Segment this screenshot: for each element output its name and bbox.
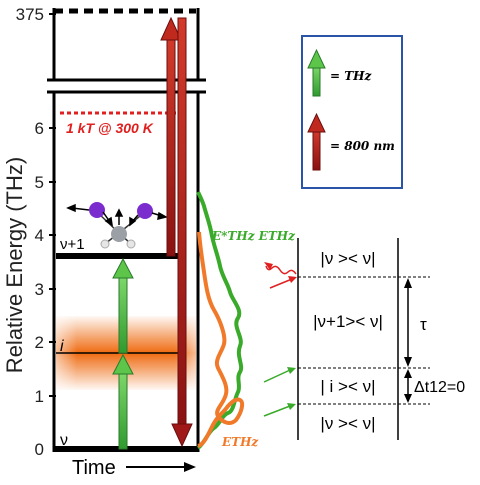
legend-800nm-label: = 800 nm [330,139,395,153]
tau-double-arrow-icon [404,278,412,367]
state-bottom: |ν >< ν| [320,414,375,433]
orange-spectrum-trace [197,231,245,448]
state-i: | i >< ν| [320,377,375,396]
tick-label-3: 3 [35,280,44,299]
time-arrow-icon [126,462,196,472]
legend-thz-label: = THz [330,69,373,83]
tick-label-5: 5 [35,173,44,192]
x-axis-label: Time [72,457,116,479]
legend-box: = THz = 800 nm [301,35,403,189]
spectrum-product-label: E*THz ETHz [211,229,296,243]
dt-double-arrow-icon [404,369,412,403]
emission-wavy-arrow [264,262,297,275]
tick-label-0: 0 [35,440,44,459]
thz-arrow-lower [112,353,134,450]
tick-label-1: 1 [35,387,44,406]
level-v-label: ν [60,432,68,449]
y-tick-labels: 375 6 5 4 3 2 1 0 [16,5,44,459]
dt-label: Δt12=0 [414,379,465,396]
legend-thz-arrow-icon [307,48,326,97]
feynman-diagram: |ν >< ν| |ν+1>< ν| | i >< ν| |ν >< ν| τ … [263,238,465,440]
state-v1: |ν+1>< ν| [313,312,383,331]
molecule-icon [66,202,168,249]
state-top: |ν >< ν| [320,249,375,268]
plot-frame [52,8,200,452]
legend-800nm-arrow-icon [307,112,326,171]
nm800-arrow-down [171,17,193,448]
tick-label-2: 2 [35,333,44,352]
probe-arrow [269,276,297,289]
tick-label-6: 6 [35,119,44,138]
tick-label-4: 4 [35,226,44,245]
spectrum-field-label: ETHz [221,435,259,449]
tick-label-375: 375 [16,5,44,24]
y-axis-label: Relative Energy (THz) [2,157,27,373]
tau-label: τ [420,315,427,334]
thz-arrow-upper [112,257,134,354]
level-i-label: i [60,338,64,355]
thz-interaction-arrow-2 [263,403,296,417]
level-v1-label: ν+1 [60,236,85,253]
thz-interaction-arrow-1 [263,367,296,383]
green-spectrum-trace [196,191,244,450]
kt-label: 1 kT @ 300 K [66,120,154,136]
nm800-arrow-up [160,16,182,257]
